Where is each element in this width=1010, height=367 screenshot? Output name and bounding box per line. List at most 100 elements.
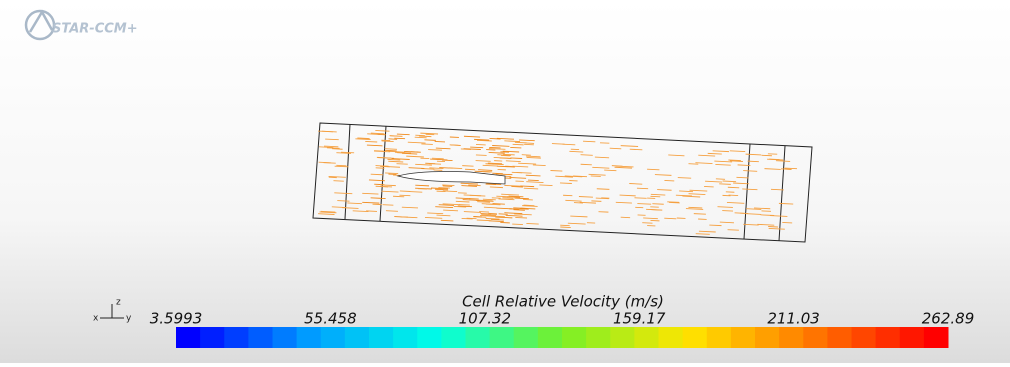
vector [493, 204, 505, 205]
page: STAR-CCM+ z x y Cell Relative Velocity (… [0, 0, 1010, 363]
vector [454, 206, 466, 207]
vector [382, 141, 394, 142]
vector [761, 155, 771, 156]
colorbar-band [659, 327, 684, 348]
vector [512, 172, 522, 173]
colorbar-band [417, 327, 442, 348]
colorbar-tick-label: 55.458 [304, 310, 357, 328]
vector [333, 181, 343, 182]
vector [336, 165, 346, 166]
vector [533, 165, 546, 166]
vector [397, 164, 408, 165]
vector [647, 169, 659, 170]
vector [415, 137, 427, 138]
vector [513, 144, 524, 145]
vector [515, 142, 527, 143]
vector [604, 170, 616, 171]
vector [612, 166, 623, 167]
colorbar-band [779, 327, 804, 348]
vector [486, 184, 496, 185]
triad-label: z [116, 298, 121, 308]
vector [462, 218, 473, 219]
vector [511, 186, 523, 187]
vector [319, 162, 331, 163]
vector [736, 177, 748, 178]
vector [410, 192, 423, 193]
colorbar-band [538, 327, 563, 348]
vector [513, 210, 524, 211]
vector [560, 227, 571, 228]
vector [397, 134, 410, 135]
vector [476, 155, 487, 156]
vector [591, 176, 601, 177]
colorbar-band [562, 327, 587, 348]
vector [694, 214, 706, 215]
vector [591, 201, 601, 202]
colorbar-band [297, 327, 322, 348]
vector [510, 158, 522, 159]
vector [771, 189, 784, 190]
vector [642, 223, 652, 224]
colorbar-band [707, 327, 732, 348]
colorbar-band [827, 327, 852, 348]
colorbar-tick-label: 3.5993 [150, 310, 203, 328]
vector [332, 149, 342, 150]
vector [560, 183, 572, 184]
vector [438, 188, 450, 189]
vector [432, 158, 444, 159]
vector [512, 224, 523, 225]
vector [376, 186, 388, 187]
vector [386, 211, 398, 212]
vector [441, 220, 453, 221]
colorbar-band [321, 327, 346, 348]
colorbar-band [369, 327, 394, 348]
vector [781, 169, 792, 170]
vector [510, 147, 521, 148]
vector [419, 136, 431, 137]
colorbar-band [248, 327, 273, 348]
vector [337, 201, 349, 202]
vector [489, 147, 500, 148]
vector [421, 144, 432, 145]
colorbar-title: Cell Relative Velocity (m/s) [462, 293, 664, 311]
triad-label: y [126, 314, 132, 324]
colorbar-band [514, 327, 539, 348]
vector [477, 202, 490, 203]
vector [748, 161, 759, 162]
vector [502, 198, 513, 199]
colorbar-band [924, 327, 949, 348]
vector [785, 168, 797, 169]
colorbar-tick-label: 262.89 [922, 310, 975, 328]
colorbar-band [852, 327, 877, 348]
vector [709, 225, 721, 226]
colorbar-band [610, 327, 635, 348]
colorbar-tick-label: 107.32 [459, 310, 512, 328]
vector [722, 211, 733, 212]
vector [393, 196, 404, 197]
colorbar-band [683, 327, 708, 348]
vector [385, 150, 397, 151]
vector [610, 148, 622, 149]
colorbar-tick-label: 211.03 [767, 310, 820, 328]
colorbar-band [273, 327, 298, 348]
colorbar-band [490, 327, 515, 348]
vector [442, 160, 453, 161]
vector [552, 144, 565, 145]
vector [462, 166, 473, 167]
vector [459, 205, 470, 206]
vector [581, 164, 592, 165]
vector [728, 230, 739, 231]
vector [387, 159, 400, 160]
vector [365, 141, 377, 142]
vector [394, 138, 405, 139]
vector [503, 154, 515, 155]
colorbar-band [900, 327, 925, 348]
colorbar-band [755, 327, 780, 348]
vector [637, 188, 648, 189]
vector [583, 141, 595, 142]
vector [327, 148, 340, 149]
colorbar-band [634, 327, 659, 348]
vector [429, 164, 441, 165]
vector [385, 149, 397, 150]
vector [667, 202, 679, 203]
